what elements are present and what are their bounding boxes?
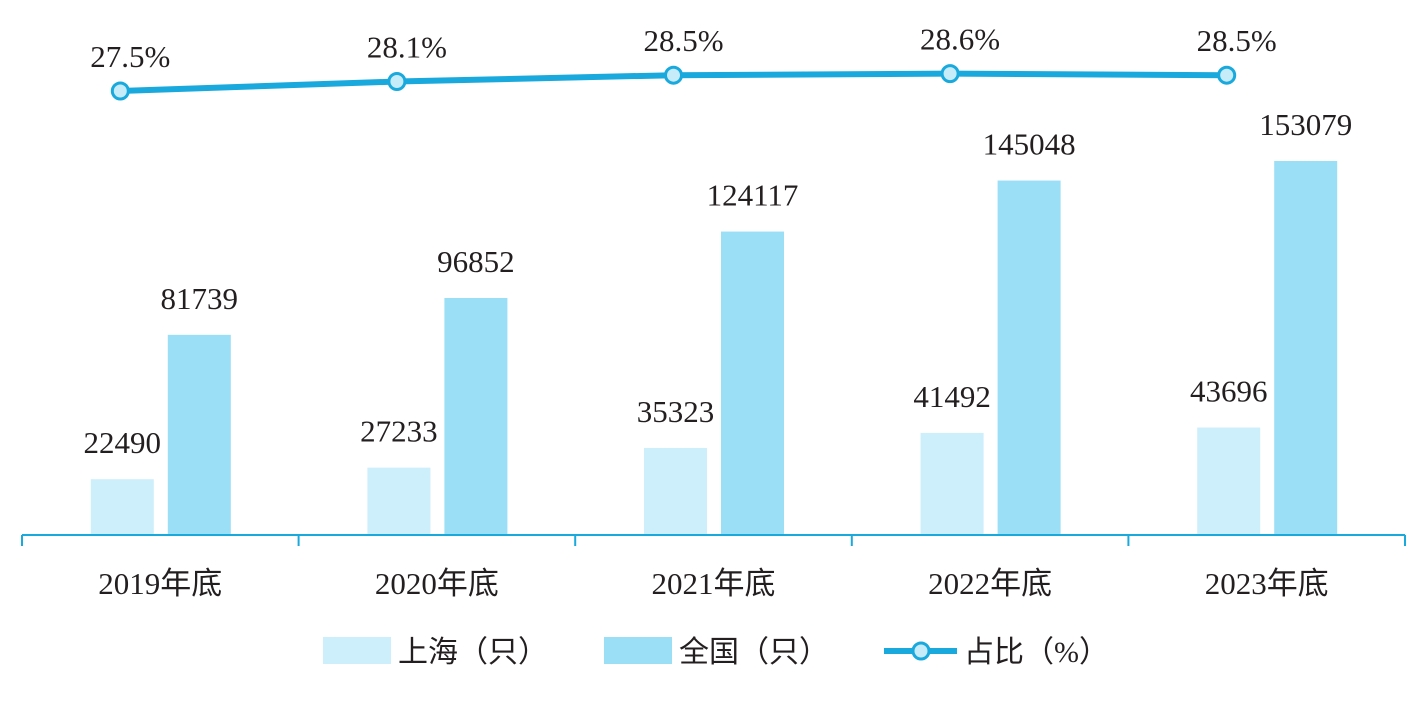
ratio-point-4 [1217,65,1237,85]
value-label-shanghai-0: 22490 [84,425,162,460]
value-label-shanghai-3: 41492 [913,379,991,414]
ratio-point-0 [110,81,130,101]
bar-national-4 [1274,160,1338,534]
bar-national-1 [444,298,508,534]
bar-national-0 [167,334,231,534]
x-tick-label-2: 2021年底 [652,566,776,601]
legend-swatch-national [604,637,672,664]
ratio-label-2: 28.5% [643,23,723,58]
x-tick-label-3: 2022年底 [928,566,1052,601]
bars-layer: 22490 81739 27233 96852 35323 124117 41492 1450… [84,107,1352,535]
ratio-point-3 [940,64,960,84]
legend-label-ratio: 占比（%） [964,636,1109,669]
ratio-point-2 [664,65,683,85]
value-label-shanghai-4: 43696 [1190,374,1268,409]
legend-line-marker [911,641,931,661]
x-tick-label-1: 2020年底 [375,566,499,601]
x-tick-label-4: 2023年底 [1205,566,1329,601]
value-label-national-1: 96852 [437,244,515,279]
value-label-national-0: 81739 [161,281,239,316]
bar-shanghai-3 [920,432,984,534]
value-label-national-3: 145048 [983,127,1076,162]
ratio-label-0: 27.5% [90,39,170,74]
ratio-line-layer: 27.5% 28.1% 28.5% 28.6% 28.5% [90,22,1277,101]
legend-swatch-shanghai [323,637,391,664]
value-label-national-4: 153079 [1259,107,1352,142]
x-tick-label-0: 2019年底 [98,566,222,601]
value-label-shanghai-1: 27233 [360,414,438,449]
legend-label-national: 全国（只） [679,636,829,669]
bar-shanghai-2 [644,447,707,534]
legend-label-shanghai: 上海（只） [398,636,548,669]
ratio-label-1: 28.1% [367,30,447,65]
bar-shanghai-4 [1197,427,1261,534]
ratio-label-4: 28.5% [1197,23,1277,58]
bar-shanghai-0 [90,479,154,534]
bar-national-3 [997,180,1061,535]
bar-shanghai-1 [367,467,431,534]
value-label-national-2: 124117 [707,178,799,213]
ratio-label-3: 28.6% [920,22,1000,57]
ratio-point-1 [387,72,407,92]
bar-national-2 [721,231,784,535]
value-label-shanghai-2: 35323 [637,394,715,429]
legend: 上海（只） 全国（只） 占比（%） [323,636,1109,669]
x-axis: 2019年底 2020年底 2021年底 2022年底 2023年底 [21,534,1406,601]
